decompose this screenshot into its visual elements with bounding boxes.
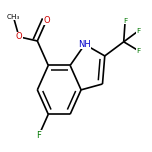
Text: F: F bbox=[123, 18, 127, 24]
Text: O: O bbox=[43, 16, 50, 25]
Text: CH₃: CH₃ bbox=[7, 14, 20, 20]
Text: O: O bbox=[16, 32, 22, 41]
Text: NH: NH bbox=[78, 40, 91, 49]
Text: F: F bbox=[136, 28, 140, 34]
Text: F: F bbox=[136, 48, 141, 54]
Text: F: F bbox=[36, 131, 41, 140]
